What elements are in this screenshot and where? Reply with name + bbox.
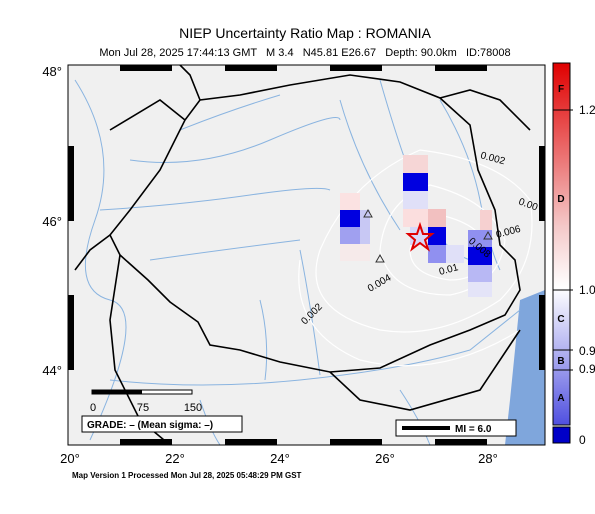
colorbar-label: 1.2: [579, 103, 595, 117]
lon-label: 28°: [478, 451, 498, 466]
lat-label: 44°: [42, 363, 62, 378]
contour-label: 0.01: [438, 262, 460, 278]
colorbar-label: 0: [579, 433, 586, 447]
colorbar-scale: [552, 62, 571, 426]
map: [68, 65, 545, 445]
mi-box: [395, 419, 517, 437]
subtitle: Mon Jul 28, 2025 17:44:13 GMT M 3.4 N45.…: [99, 47, 510, 59]
epicenter: [405, 221, 435, 252]
colorbar-label: 0.9: [579, 344, 595, 358]
grade-box: [81, 415, 243, 433]
grade-letter: A: [557, 393, 564, 404]
colorbar-label: 0.9: [579, 362, 595, 376]
scale-label: 75: [137, 402, 149, 414]
map-frame: [67, 64, 546, 446]
lon-label: 22°: [165, 451, 185, 466]
lon-label: 24°: [270, 451, 290, 466]
scale-bar: 0 75 150: [90, 389, 202, 414]
grade-letter: B: [557, 356, 564, 367]
grade-letter: F: [558, 84, 564, 95]
black-sea: [505, 290, 545, 445]
colorbar-zero: [552, 426, 571, 444]
map-background: [68, 65, 545, 445]
lon-label: 26°: [375, 451, 395, 466]
footer: Map Version 1 Processed Mon Jul 28, 2025…: [72, 471, 302, 480]
grade: GRADE: – (Mean sigma: –): [87, 420, 213, 431]
lat-label: 48°: [42, 64, 62, 79]
title: NIEP Uncertainty Ratio Map : ROMANIA: [179, 25, 431, 41]
lon-label: 20°: [60, 451, 80, 466]
stations: [363, 208, 493, 263]
mi-label: MI = 6.0: [455, 424, 492, 435]
lat-label: 46°: [42, 214, 62, 229]
grade-letter: D: [557, 194, 564, 205]
frame-ticks: [68, 65, 545, 445]
colorbar-label: 1.0: [579, 283, 595, 297]
scale-label: 0: [90, 402, 96, 414]
grade-letter: C: [557, 314, 564, 325]
scale-label: 150: [184, 402, 202, 414]
colorbar: F D C B A 1.2 1.0 0.9 0.9 0: [552, 62, 595, 447]
